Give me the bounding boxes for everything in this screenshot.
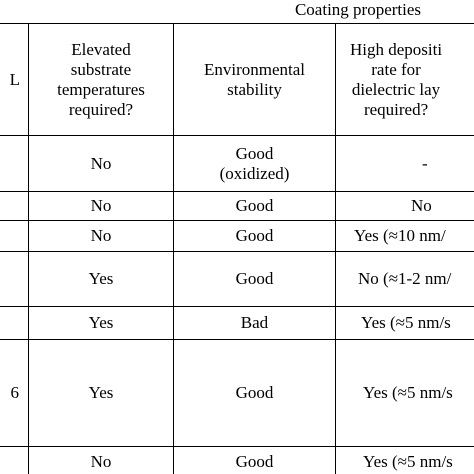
col-divider-1	[28, 23, 29, 474]
table-cell-fragment: 6	[10, 383, 20, 402]
table-cell-stability: Bad	[240, 313, 269, 332]
rule-row-3	[0, 251, 474, 252]
table-cell-rate: No (≈1-2 nm/	[358, 269, 452, 288]
rule-row-2	[0, 220, 474, 221]
rule-row-4	[0, 306, 474, 307]
table-cell-stability: Good	[235, 226, 274, 245]
table-cell-temp: Yes	[88, 269, 114, 288]
table-cell-temp: No	[90, 226, 112, 245]
header-substrate-temperature: Elevated substrate temperatures required…	[57, 39, 145, 119]
col-divider-3	[335, 23, 336, 474]
table-cell-rate: Yes (≈5 nm/s	[361, 313, 451, 332]
table-cell-temp: No	[90, 196, 112, 215]
header-environmental-stability: Environmental stability	[203, 59, 306, 99]
table-cell-stability: Good (oxidized)	[219, 143, 290, 183]
table-cell-stability: Good	[235, 383, 274, 402]
table-cell-rate: Yes (≈10 nm/	[354, 226, 446, 245]
table-cell-temp: No	[90, 153, 112, 173]
table-cell-stability: Good	[235, 196, 274, 215]
table-cell-rate: -	[422, 153, 428, 173]
col-divider-2	[173, 23, 174, 474]
table-cell-rate: No	[411, 196, 432, 215]
group-header: Coating properties	[294, 0, 422, 19]
table-cell-stability: Good	[235, 269, 274, 288]
table-cell-temp: Yes	[88, 313, 114, 332]
rule-header-bottom	[0, 135, 474, 136]
table-cell-rate: Yes (≈5 nm/s	[363, 452, 453, 471]
rule-row-6	[0, 446, 474, 447]
table-cell-rate: Yes (≈5 nm/s	[363, 383, 453, 402]
rule-row-1	[0, 191, 474, 192]
header-deposition-rate: High depositi rate for dielectric lay re…	[350, 39, 443, 119]
rule-header-top	[0, 23, 474, 24]
rule-row-5	[0, 339, 474, 340]
table-cell-stability: Good	[235, 452, 274, 471]
header-fragment: L	[9, 69, 20, 89]
table-cell-temp: Yes	[88, 383, 114, 402]
table-cell-temp: No	[90, 452, 112, 471]
